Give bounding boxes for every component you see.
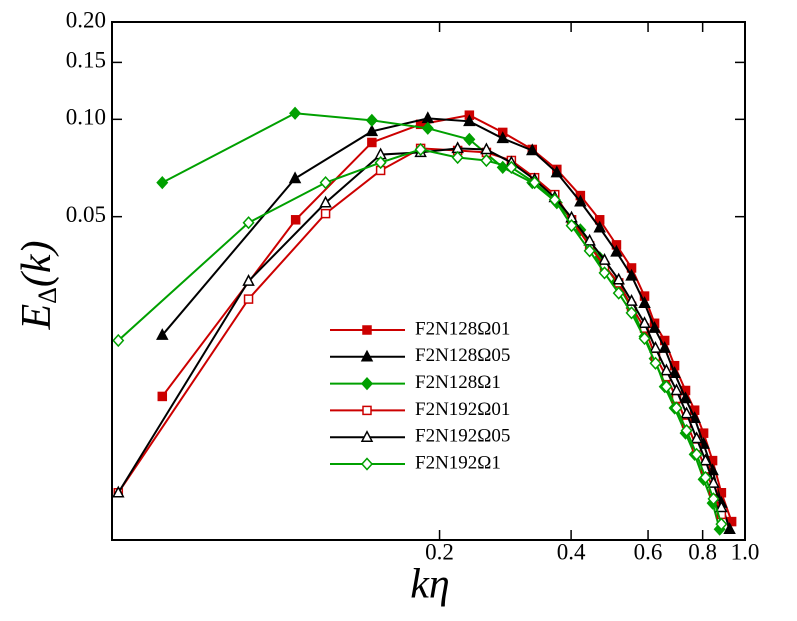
marker <box>610 244 623 257</box>
y-tick-label: 0.10 <box>66 105 106 130</box>
x-tick-label: 1.0 <box>731 539 760 564</box>
marker <box>367 137 377 148</box>
marker <box>480 153 493 168</box>
marker <box>690 447 703 461</box>
marker <box>242 216 255 230</box>
marker <box>598 266 611 280</box>
marker <box>715 500 728 513</box>
marker <box>680 406 693 419</box>
legend-marker <box>360 349 374 362</box>
marker <box>463 114 476 127</box>
marker <box>670 383 683 396</box>
marker <box>715 517 728 531</box>
marker <box>625 306 638 320</box>
legend-marker <box>362 325 372 335</box>
marker <box>638 331 651 346</box>
marker <box>374 155 387 170</box>
marker <box>649 341 662 353</box>
legend-marker <box>360 430 374 442</box>
marker <box>156 176 169 190</box>
legend-label: F2N192Ω05 <box>415 426 510 447</box>
marker <box>649 356 662 370</box>
marker <box>242 273 255 286</box>
y-tick-label: 0.15 <box>66 48 106 73</box>
x-tick-label: 0.6 <box>634 539 663 564</box>
marker <box>496 131 509 144</box>
marker <box>680 423 693 438</box>
series-line <box>161 117 731 530</box>
marker <box>598 252 611 265</box>
marker <box>583 244 596 258</box>
marker <box>463 132 476 146</box>
legend-marker <box>362 405 372 416</box>
marker <box>574 194 587 207</box>
marker <box>112 485 125 498</box>
marker <box>550 165 564 178</box>
marker <box>414 142 427 157</box>
marker <box>505 160 518 175</box>
legend-label: F2N192Ω01 <box>415 399 510 420</box>
marker <box>658 341 671 353</box>
y-tick-label: 0.20 <box>66 7 106 32</box>
legend-label: F2N192Ω1 <box>415 452 501 473</box>
marker <box>699 453 712 466</box>
marker <box>156 328 169 340</box>
y-tick-label: 0.05 <box>66 202 106 227</box>
marker <box>638 296 651 308</box>
marker <box>699 470 712 485</box>
marker <box>648 321 661 333</box>
marker <box>243 294 254 304</box>
marker <box>638 316 651 329</box>
marker <box>157 391 168 402</box>
x-tick-label: 0.2 <box>425 539 454 564</box>
marker <box>565 219 578 233</box>
marker <box>593 220 606 233</box>
y-label-rest: (k) <box>14 240 60 287</box>
x-tick-label: 0.4 <box>557 539 586 564</box>
y-label-main: E <box>14 304 60 331</box>
marker <box>612 286 625 300</box>
marker <box>112 333 125 348</box>
legend-label: F2N128Ω05 <box>415 345 510 366</box>
legend-label: F2N128Ω1 <box>415 372 501 393</box>
marker <box>319 195 332 208</box>
marker <box>679 391 692 404</box>
x-tick-label: 0.8 <box>688 539 717 564</box>
marker <box>289 106 302 120</box>
legend-marker <box>360 376 374 391</box>
marker <box>612 272 625 285</box>
marker <box>288 171 302 184</box>
marker <box>625 268 638 281</box>
marker <box>290 215 301 225</box>
marker <box>707 492 720 506</box>
marker <box>480 142 493 155</box>
plot-area <box>112 106 737 536</box>
x-axis-label: kη <box>410 562 449 608</box>
marker <box>528 176 541 190</box>
marker <box>320 208 331 219</box>
marker <box>548 193 561 207</box>
legend-marker <box>360 457 374 471</box>
y-axis-label: EΔ(k) <box>14 240 62 330</box>
marker <box>365 113 378 127</box>
marker <box>365 124 379 137</box>
marker <box>660 380 673 394</box>
marker <box>723 522 736 534</box>
marker <box>451 150 464 165</box>
marker <box>670 401 683 415</box>
marker <box>660 363 673 376</box>
plot-frame <box>111 21 746 541</box>
marker <box>625 294 638 306</box>
marker <box>707 475 720 488</box>
marker <box>526 143 539 156</box>
marker <box>319 176 332 190</box>
marker <box>421 121 434 135</box>
legend-label: F2N128Ω01 <box>415 318 510 339</box>
marker <box>690 431 703 444</box>
y-label-sub: Δ <box>33 287 62 304</box>
